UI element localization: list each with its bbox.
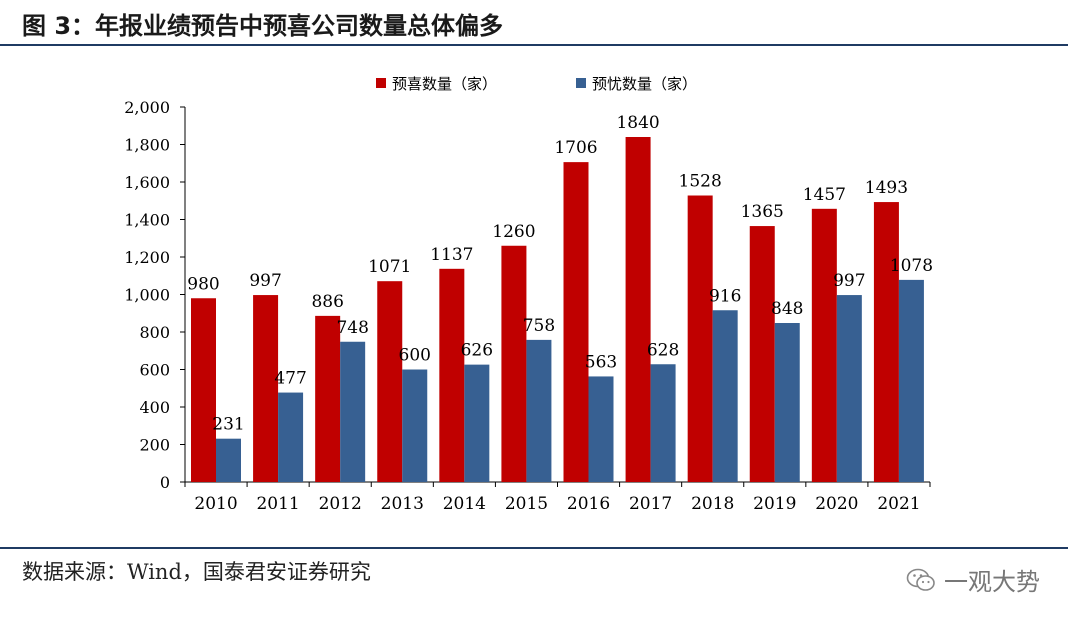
y-tick-label: 1,200 [124,248,170,267]
x-tick-label: 2010 [194,494,237,514]
bar-positive [439,268,465,482]
y-tick-label: 800 [139,323,170,342]
watermark-text: 一观大势 [944,568,1040,596]
x-tick-label: 2014 [443,494,486,514]
bar-positive [563,162,589,482]
data-label: 916 [709,286,741,306]
data-label: 997 [249,271,281,291]
bar-positive [501,245,527,482]
data-label: 1260 [492,222,535,242]
y-tick-label: 1,400 [124,211,170,230]
x-tick-label: 2013 [381,494,424,514]
y-tick-label: 1,800 [124,136,170,155]
y-tick-label: 600 [139,361,170,380]
data-label: 1078 [890,256,933,276]
y-tick-label: 2,000 [124,98,170,117]
data-label: 1137 [430,245,473,265]
y-tick-label: 1,000 [124,286,170,305]
data-label: 1706 [554,138,597,158]
x-tick-label: 2015 [505,494,548,514]
chart-title: 图 3：年报业绩预告中预喜公司数量总体偏多 [22,12,504,40]
x-tick-label: 2021 [877,494,920,514]
bar-negative [278,392,304,482]
y-tick-label: 200 [139,436,170,455]
data-label: 848 [771,299,803,319]
data-label: 563 [585,352,617,372]
bar-positive [625,137,651,482]
bar-positive [873,202,899,482]
bar-negative [216,438,241,482]
data-label: 1493 [865,178,908,198]
bar-chart: 0 200 400 600 800 1,000 1,200 1,400 1,600 1,800 2,… [124,75,933,514]
bar-positive [377,281,403,482]
y-tick-label: 400 [139,398,170,417]
x-tick-label: 2011 [256,494,299,514]
data-label: 980 [187,274,219,294]
bar-negative [712,310,738,482]
legend-swatch [576,78,586,88]
wechat-icon [906,568,935,591]
x-tick-label: 2019 [753,494,796,514]
data-label: 1840 [616,113,659,133]
data-label: 1528 [679,172,722,192]
x-tick-label: 2017 [629,494,672,514]
title-divider [0,44,1068,46]
bar-negative [650,364,676,482]
legend-label: 预喜数量（家） [392,75,497,93]
data-label: 997 [833,271,865,291]
x-tick-label: 2012 [319,494,362,514]
data-label: 886 [311,292,343,312]
x-tick-label: 2016 [567,494,610,514]
data-label: 231 [212,415,244,435]
legend-label: 预忧数量（家） [592,75,697,93]
data-label: 626 [461,341,493,361]
data-label: 628 [647,340,679,360]
bar-positive [253,295,279,482]
bar-negative [340,341,366,482]
bar-negative [836,295,862,482]
data-label: 758 [523,316,555,336]
bar-positive [687,195,713,482]
data-label: 748 [336,318,368,338]
bar-negative [526,339,552,482]
bar-positive [811,208,837,482]
bar-negative [402,369,428,482]
bar-positive [749,226,775,482]
footer-divider [0,547,1068,549]
bar-positive [315,315,341,482]
x-tick-label: 2020 [815,494,858,514]
bar-positive [191,298,216,482]
source-note: 数据来源：Wind，国泰君安证券研究 [22,560,371,584]
x-tick-label: 2018 [691,494,734,514]
y-tick-label: 0 [160,473,170,492]
y-tick-label: 1,600 [124,173,170,192]
data-label: 1457 [803,185,846,205]
data-label: 1071 [368,257,411,277]
legend-swatch [376,78,386,88]
watermark: 一观大势 [906,562,1040,597]
bar-negative [464,364,490,482]
data-label: 600 [399,346,431,366]
bar-negative [588,376,614,482]
bar-negative [898,279,924,482]
bar-negative [774,323,800,482]
data-label: 477 [274,369,306,389]
data-label: 1365 [741,202,784,222]
